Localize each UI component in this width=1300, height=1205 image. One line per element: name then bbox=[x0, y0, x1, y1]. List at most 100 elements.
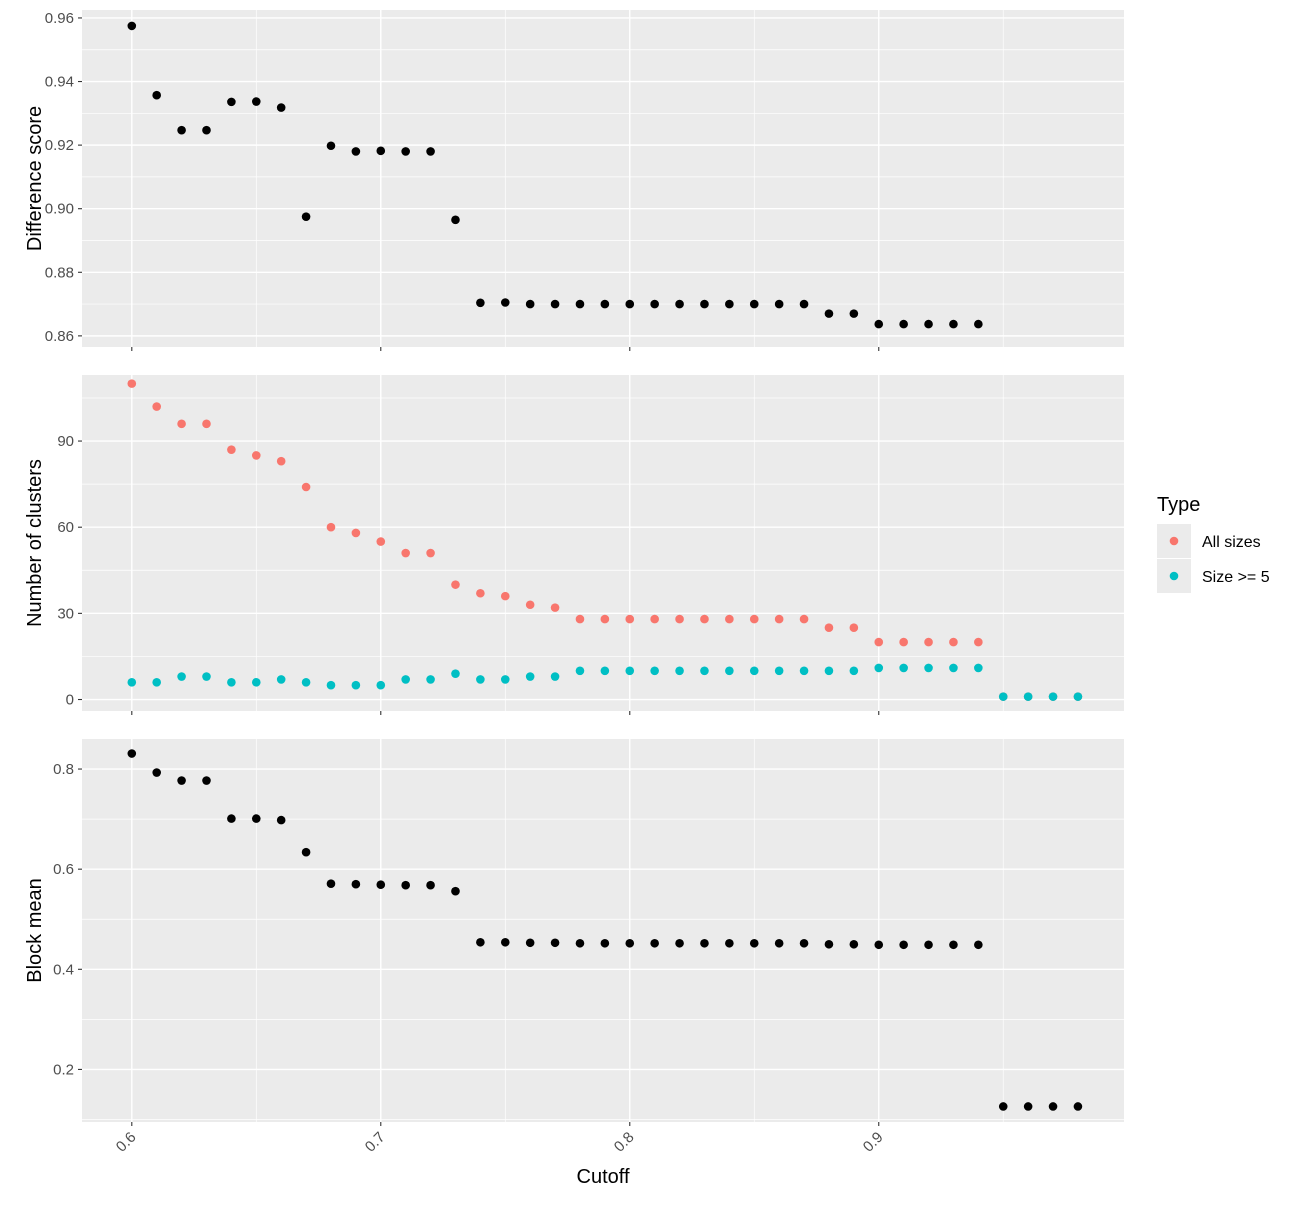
data-point bbox=[650, 299, 659, 309]
data-point bbox=[376, 537, 386, 546]
data-point bbox=[600, 666, 610, 676]
y-tick-label: 0.88 bbox=[45, 264, 74, 281]
data-point bbox=[749, 666, 759, 676]
data-point bbox=[127, 379, 137, 388]
data-point bbox=[924, 663, 933, 673]
data-point bbox=[251, 814, 261, 823]
data-point bbox=[874, 319, 884, 329]
data-point bbox=[824, 623, 834, 633]
y-tick-label: 90 bbox=[57, 433, 74, 450]
data-point bbox=[575, 938, 585, 948]
y-tick-label: 0.86 bbox=[45, 328, 74, 345]
data-point bbox=[824, 309, 834, 318]
data-point bbox=[650, 938, 659, 948]
data-point bbox=[849, 623, 859, 633]
y-tick-label: 0.96 bbox=[45, 10, 74, 27]
data-point bbox=[301, 847, 311, 857]
data-point bbox=[949, 319, 958, 329]
data-point bbox=[476, 588, 485, 598]
data-point bbox=[974, 319, 983, 329]
data-point bbox=[550, 938, 560, 948]
data-point bbox=[500, 591, 510, 601]
data-point bbox=[899, 940, 908, 950]
data-point bbox=[525, 299, 535, 309]
data-point bbox=[725, 938, 734, 948]
data-point bbox=[924, 637, 933, 647]
data-point bbox=[1048, 1102, 1058, 1111]
data-point bbox=[127, 21, 137, 31]
data-point bbox=[824, 939, 834, 949]
legend-title: Type bbox=[1157, 494, 1200, 516]
data-point bbox=[849, 939, 859, 949]
data-point bbox=[301, 212, 311, 221]
data-point bbox=[725, 666, 734, 676]
panel-2: 0 30 60 90 Number of clusters bbox=[24, 375, 1124, 715]
y-tick-label: 0.92 bbox=[45, 137, 74, 154]
data-point bbox=[675, 299, 684, 309]
y-tick-label: 0.2 bbox=[53, 1061, 74, 1078]
data-point bbox=[351, 147, 361, 156]
panel-3: 0.2 0.4 0.6 0.8 Block mean bbox=[24, 739, 1124, 1126]
data-point bbox=[202, 125, 211, 135]
data-point bbox=[749, 614, 759, 624]
y-tick-label: 0.8 bbox=[53, 761, 74, 778]
data-point bbox=[500, 298, 510, 307]
y-axis-title: Difference score bbox=[24, 106, 46, 251]
data-point bbox=[575, 666, 585, 676]
data-point bbox=[974, 637, 983, 647]
data-point bbox=[401, 675, 410, 684]
data-point bbox=[974, 663, 983, 673]
data-point bbox=[152, 90, 161, 100]
legend-label: Size >= 5 bbox=[1202, 569, 1270, 586]
data-point bbox=[575, 614, 585, 624]
data-point bbox=[600, 614, 610, 624]
data-point bbox=[451, 886, 460, 896]
data-point bbox=[1073, 692, 1083, 701]
data-point bbox=[625, 614, 635, 624]
data-point bbox=[824, 666, 834, 676]
data-point bbox=[774, 299, 784, 309]
data-point bbox=[799, 299, 809, 309]
data-point bbox=[401, 880, 410, 890]
data-point bbox=[351, 879, 361, 889]
data-point bbox=[749, 299, 759, 309]
data-point bbox=[924, 319, 933, 329]
data-point bbox=[949, 940, 958, 950]
data-point bbox=[326, 141, 336, 151]
panel-background bbox=[82, 375, 1124, 711]
data-point bbox=[799, 666, 809, 676]
y-tick-label: 0.90 bbox=[45, 201, 74, 218]
data-point bbox=[774, 614, 784, 624]
data-point bbox=[476, 298, 485, 308]
data-point bbox=[799, 938, 809, 948]
data-point bbox=[202, 672, 211, 681]
data-point bbox=[625, 938, 635, 948]
data-point bbox=[152, 677, 161, 687]
data-point bbox=[700, 614, 709, 624]
data-point bbox=[202, 419, 211, 429]
data-point bbox=[1023, 1102, 1033, 1111]
data-point bbox=[276, 675, 286, 684]
y-tick-label: 0.4 bbox=[53, 961, 74, 978]
data-point bbox=[500, 937, 510, 947]
x-axis-title: Cutoff bbox=[577, 1166, 630, 1188]
data-point bbox=[700, 299, 709, 309]
data-point bbox=[152, 768, 161, 777]
data-point bbox=[625, 299, 635, 309]
data-point bbox=[326, 879, 336, 888]
data-point bbox=[451, 669, 460, 678]
data-point bbox=[401, 147, 410, 156]
data-point bbox=[476, 937, 485, 947]
y-tick-label: 0.94 bbox=[45, 74, 74, 91]
data-point bbox=[251, 97, 261, 106]
y-tick-label: 30 bbox=[57, 605, 74, 622]
data-point bbox=[899, 319, 908, 329]
data-point bbox=[874, 940, 884, 950]
data-point bbox=[251, 451, 261, 460]
data-point bbox=[177, 776, 186, 785]
data-point bbox=[525, 672, 535, 681]
data-point bbox=[675, 666, 684, 676]
data-point bbox=[600, 299, 610, 309]
data-point bbox=[301, 482, 311, 492]
